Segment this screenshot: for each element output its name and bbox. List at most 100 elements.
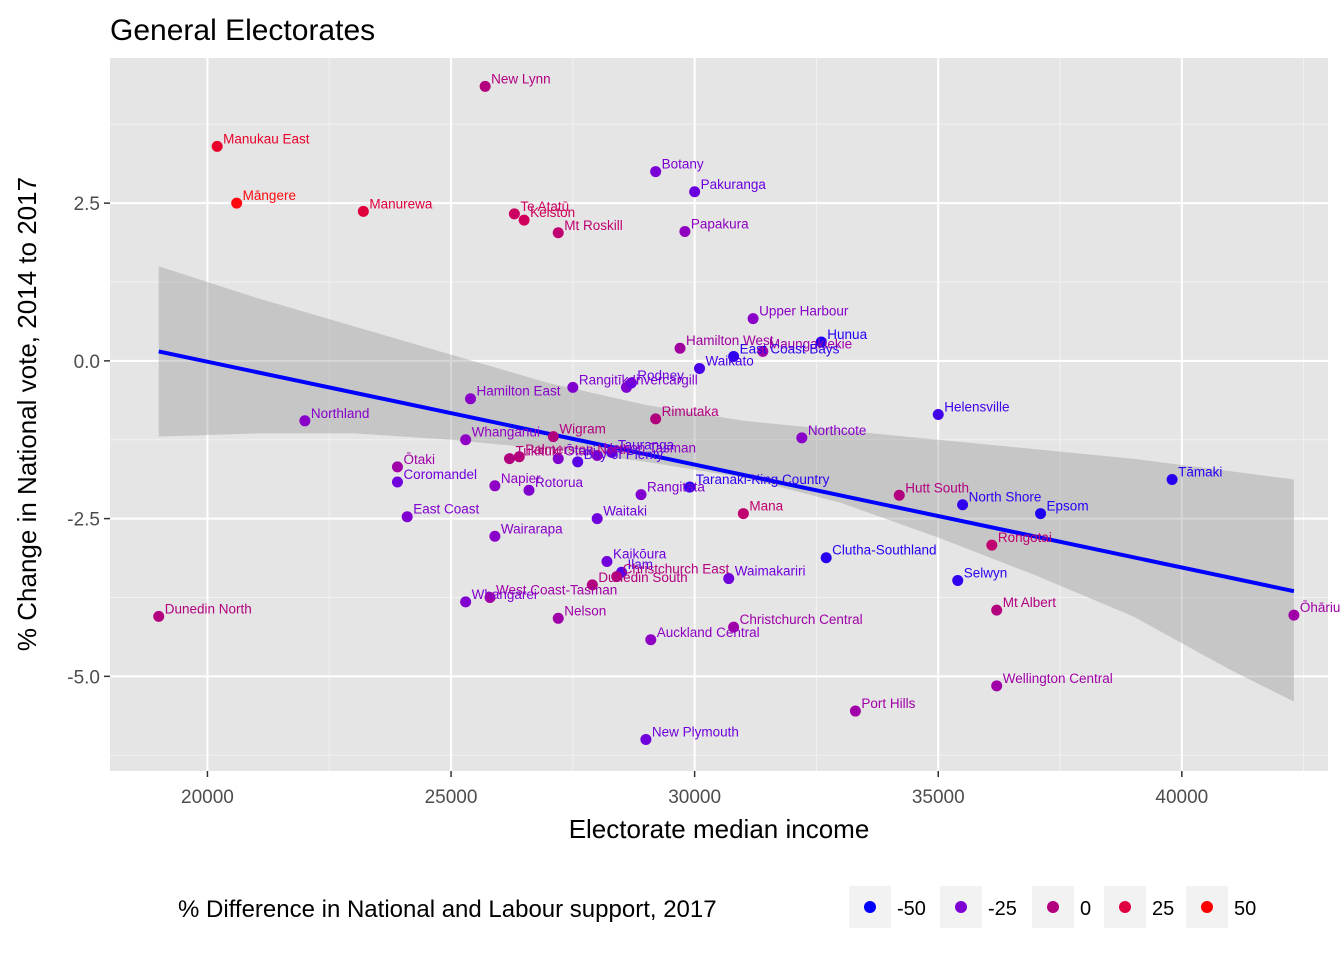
data-point (625, 377, 637, 389)
point-label: Dunedin South (598, 570, 687, 585)
data-point (932, 409, 944, 420)
data-point (391, 476, 403, 488)
point-label: Christchurch East (623, 562, 730, 577)
chart-title: General Electorates (110, 14, 375, 47)
point-label: New Plymouth (652, 724, 739, 739)
confidence-band (158, 266, 1294, 702)
legend-key-dot (1047, 901, 1059, 913)
point-label: Rodney (637, 368, 684, 383)
y-axis-title: % Change in National vote, 2014 to 2017 (12, 177, 42, 651)
point-label: Waimakariri (735, 564, 806, 579)
data-point (1288, 609, 1300, 621)
legend: % Difference in National and Labour supp… (178, 886, 1256, 928)
y-tick-label: 0.0 (74, 352, 100, 373)
point-label: Whangarei (472, 587, 537, 602)
legend-label: 25 (1152, 898, 1174, 920)
data-point (728, 350, 740, 362)
regression-line (158, 349, 1295, 594)
y-tick-label: -5.0 (67, 667, 100, 688)
point-label: Waitaki (603, 504, 647, 519)
point-label: Port Hills (861, 696, 915, 711)
point-label: Mana (749, 499, 783, 514)
data-point (591, 513, 603, 525)
point-label: Wigram (559, 422, 606, 437)
data-point (645, 634, 657, 646)
legend-key-dot (1119, 901, 1131, 913)
point-label: Ōtaki (403, 452, 435, 467)
point-label: Hamilton East (477, 384, 561, 399)
point-label: Kelston (530, 205, 575, 220)
legend-label: 0 (1080, 898, 1091, 920)
point-label: Auckland Central (657, 625, 760, 640)
data-point (606, 446, 618, 458)
data-point (723, 573, 735, 585)
point-label: Pakuranga (701, 177, 767, 192)
point-label: Rangitīkei (579, 372, 639, 387)
confidence-band-area (158, 266, 1294, 702)
point-label: Tukituki (516, 444, 562, 459)
point-label: Ilam (628, 557, 654, 572)
x-tick-label: 20000 (181, 787, 234, 808)
data-point (299, 415, 311, 427)
legend-key-dot (1201, 901, 1213, 913)
point-label: Palmerston North (525, 442, 630, 457)
data-point (650, 166, 662, 178)
legend-label: -50 (897, 898, 926, 920)
data-point (611, 571, 623, 583)
data-point (401, 511, 413, 523)
point-label: Papakura (691, 217, 749, 232)
data-point (357, 205, 369, 217)
data-point (796, 432, 808, 444)
data-point (635, 489, 647, 501)
point-label: Rimutaka (662, 404, 720, 419)
point-label: Upper Harbour (759, 304, 849, 319)
data-point (489, 480, 501, 492)
point-label: Mt Roskill (564, 218, 623, 233)
point-labels: New Lynn Manukau East Māngere Manurewa Te At… (165, 71, 1341, 739)
data-point (991, 680, 1003, 692)
data-point (957, 499, 969, 511)
x-tick-label: 25000 (425, 787, 478, 808)
point-label: New Lynn (491, 71, 551, 86)
data-point (391, 461, 403, 473)
point-label: North Shore (969, 490, 1042, 505)
data-point (737, 508, 749, 520)
data-point (479, 80, 491, 92)
point-label: Tauranga (618, 437, 675, 452)
point-label: Northland (311, 406, 370, 421)
point-label: Napier (501, 471, 541, 486)
point-label: Selwyn (964, 565, 1008, 580)
x-tick-label: 30000 (668, 787, 721, 808)
point-label: Wairarapa (501, 521, 563, 536)
data-point (153, 610, 165, 622)
data-point (689, 186, 701, 198)
data-point (849, 705, 861, 717)
point-label: West Coast-Tasman (496, 582, 617, 597)
point-label: Ōtaki (564, 444, 596, 459)
point-label: Dunedin North (165, 601, 252, 616)
point-label: Maungakiekie (769, 336, 852, 351)
data-point (460, 434, 472, 446)
point-label: Ōhāriu (1300, 600, 1341, 615)
point-label: East Coast Bays (740, 341, 840, 356)
point-label: Nelson Tasman (603, 441, 696, 456)
point-label: Manukau East (223, 131, 310, 146)
data-point (552, 612, 564, 624)
data-point (591, 450, 603, 462)
point-label: Waikato (706, 353, 754, 368)
data-point (552, 453, 564, 465)
data-point (601, 556, 613, 568)
data-point (547, 431, 559, 443)
point-label: Helensville (944, 400, 1009, 415)
data-point (952, 574, 964, 586)
data-point (684, 481, 696, 493)
x-tick-label: 35000 (912, 787, 965, 808)
point-label: Hunua (827, 327, 867, 342)
data-point (572, 456, 584, 468)
point-label: Invercargill (632, 372, 697, 387)
data-point (484, 591, 496, 603)
data-point (231, 197, 243, 209)
data-point (1166, 473, 1178, 485)
point-label: Taranaki-King Country (696, 472, 830, 487)
